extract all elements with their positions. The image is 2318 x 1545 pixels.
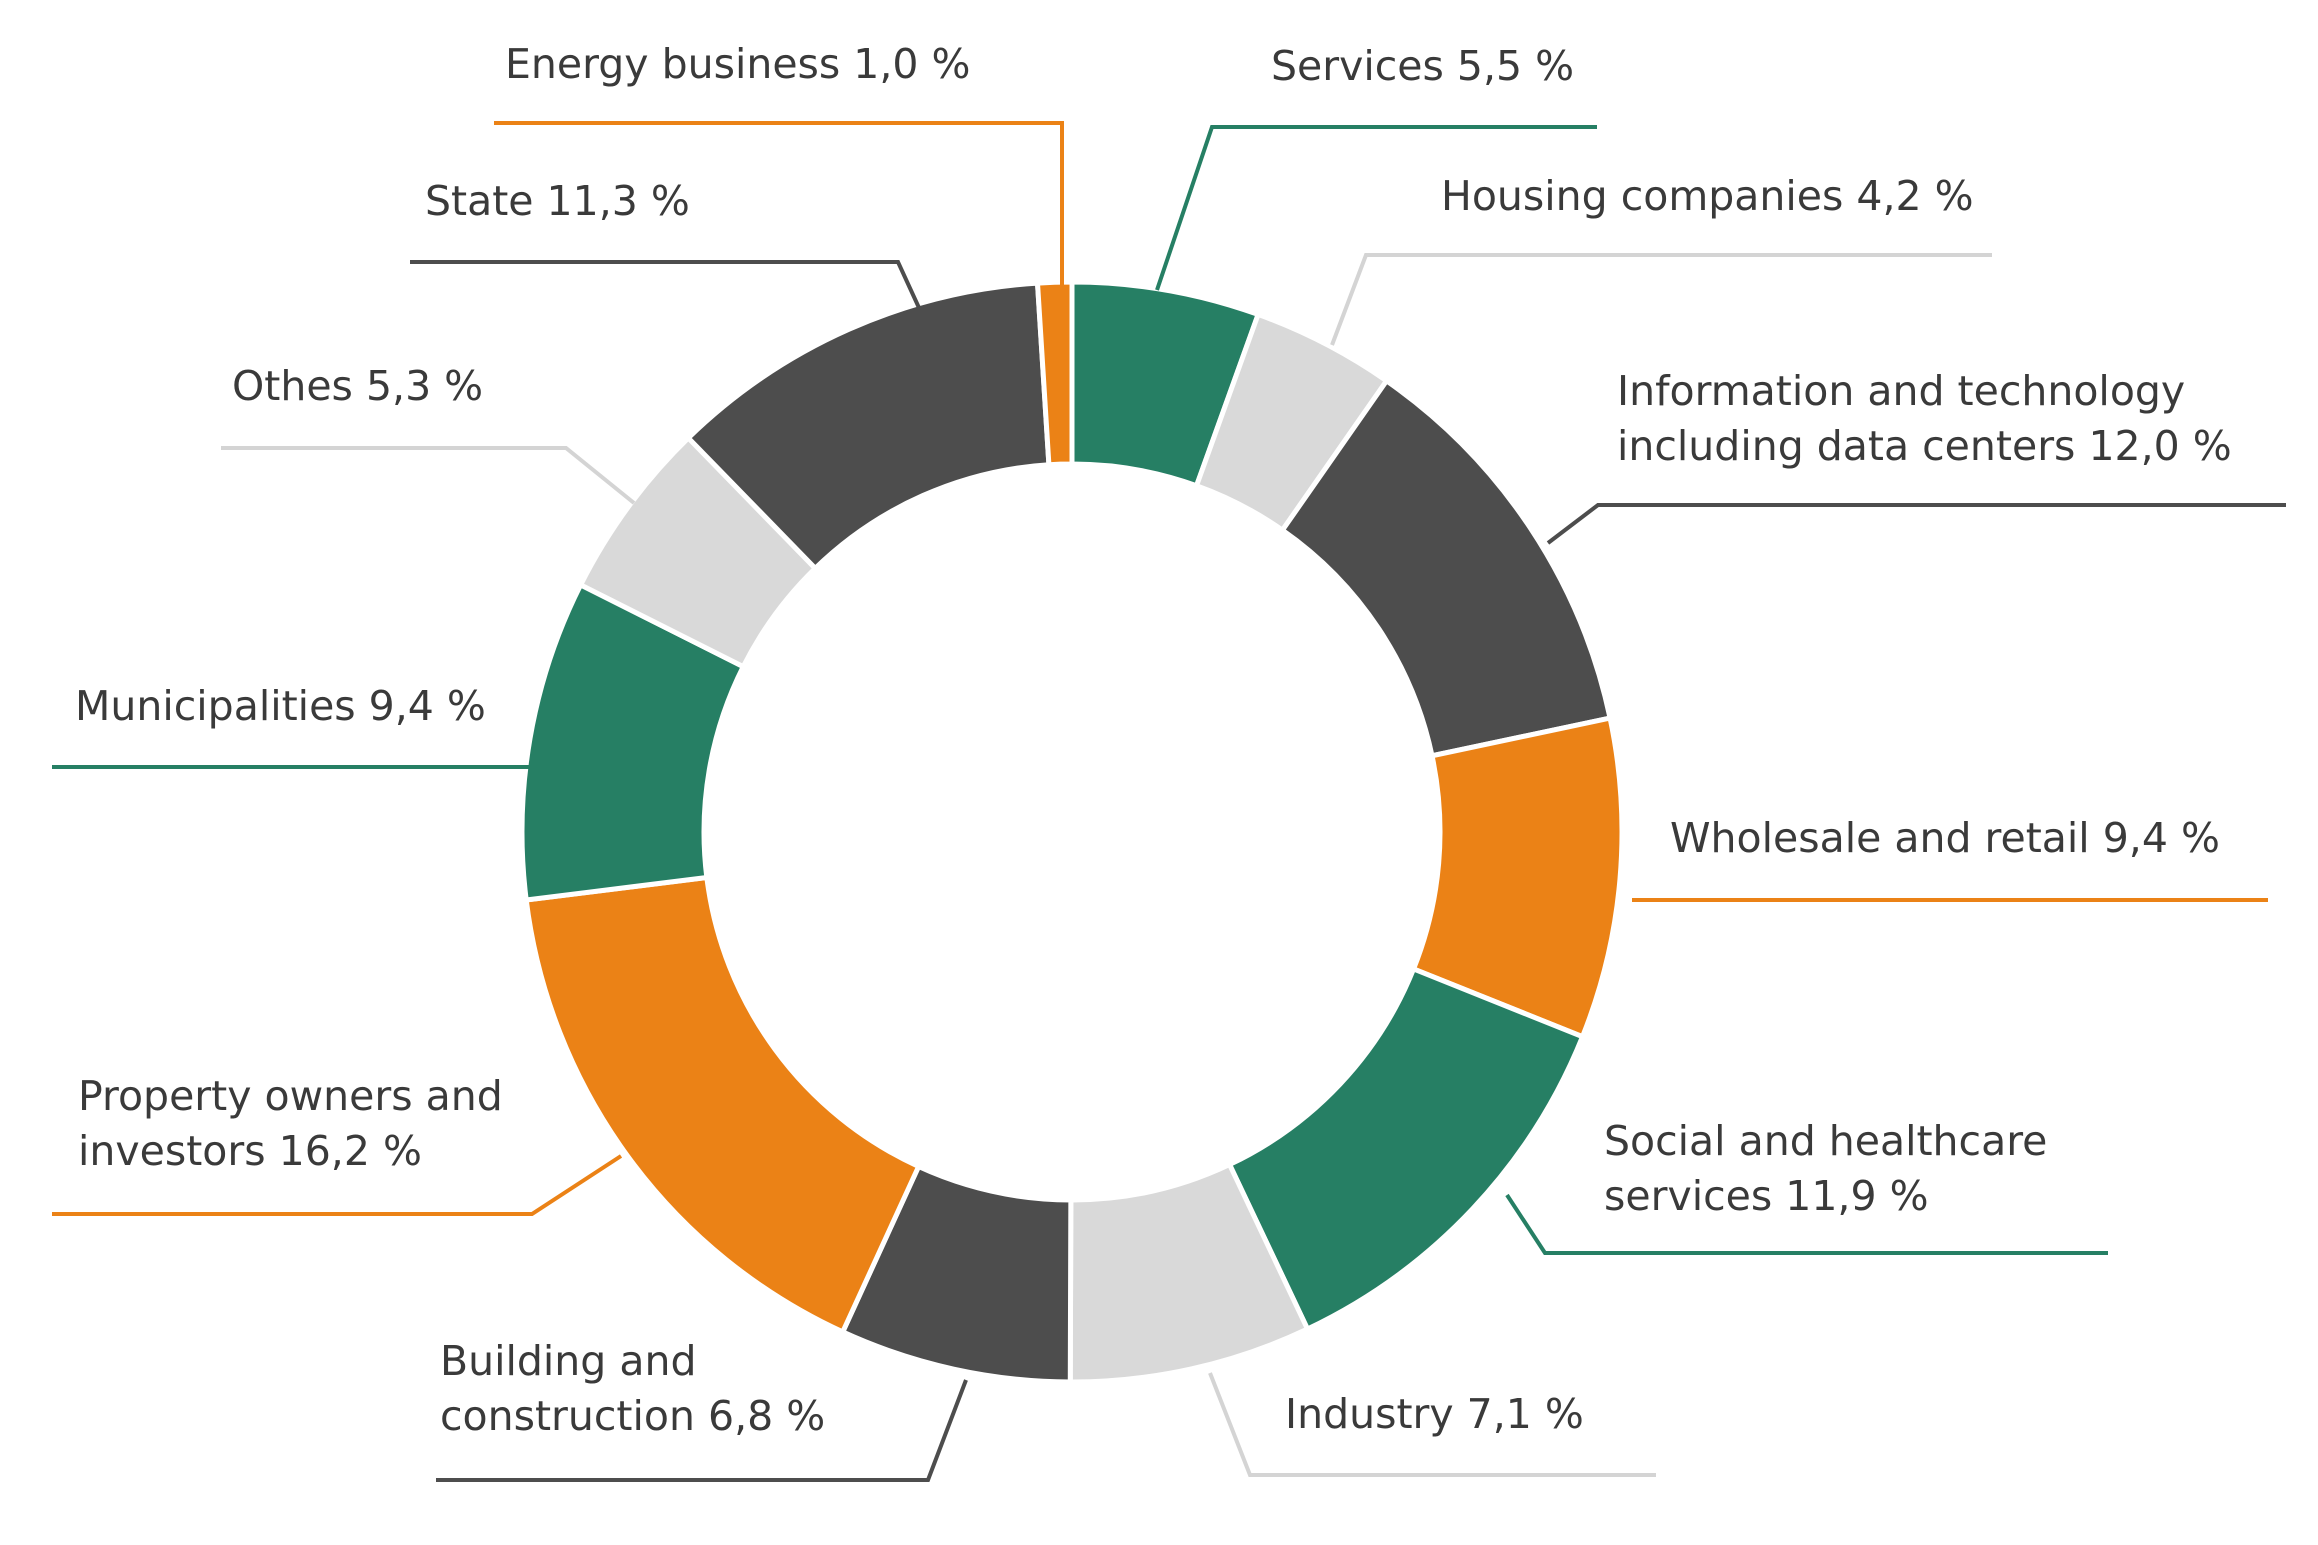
slice-energy-business [1034,279,1075,468]
leader-othes [221,446,636,505]
label-industry: Industry 7,1 % [1285,1390,1584,1438]
label-othes: Othes 5,3 % [232,362,483,410]
label-social-and-healthcare-services-line-2: services 11,9 % [1604,1172,1929,1220]
label-state: State 11,3 % [425,177,690,225]
label-property-owners-and-investors-line-1: Property owners and [78,1072,503,1120]
label-information-and-technology-including-data-centers-line-1: Information and technology [1617,367,2185,415]
slices-group [519,279,1625,1385]
label-municipalities: Municipalities 9,4 % [75,682,486,730]
leader-information-and-technology-including-data-centers [1546,503,2286,545]
leader-property-owners-and-investors [52,1154,623,1216]
label-social-and-healthcare-services-line-1: Social and healthcare [1604,1117,2047,1165]
leader-industry [1208,1372,1656,1477]
leader-state [410,260,922,311]
slice-property-owners-and-investors [523,874,922,1336]
label-property-owners-and-investors-line-2: investors 16,2 % [78,1127,422,1175]
label-building-and-construction-line-1: Building and [440,1337,697,1385]
label-information-and-technology-including-data-centers-line-2: including data centers 12,0 % [1617,422,2232,470]
leader-housing-companies [1330,253,1992,346]
label-housing-companies: Housing companies 4,2 % [1441,172,1974,220]
label-services: Services 5,5 % [1271,42,1574,90]
leader-energy-business [494,121,1064,288]
labels-group: Services 5,5 % Housing companies 4,2 % Inf… [75,40,2232,1440]
label-building-and-construction-line-2: construction 6,8 % [440,1392,825,1440]
label-energy-business: Energy business 1,0 % [505,40,971,88]
leader-lines-group [52,121,2286,1482]
leader-social-and-healthcare-services [1505,1193,2108,1255]
leader-services [1155,125,1597,291]
leader-building-and-construction [436,1379,968,1482]
label-wholesale-and-retail: Wholesale and retail 9,4 % [1670,814,2220,862]
